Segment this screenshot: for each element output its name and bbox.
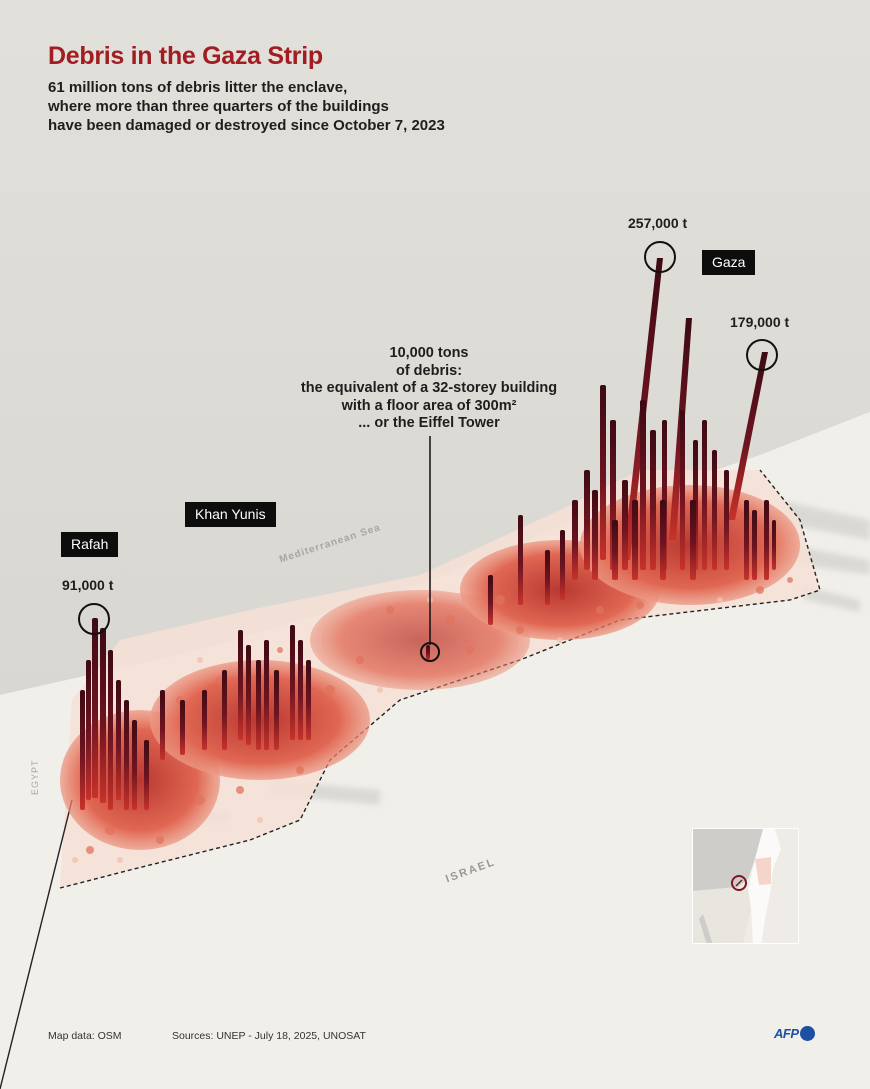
page-title: Debris in the Gaza Strip bbox=[48, 42, 323, 70]
sources-credit: Sources: UNEP - July 18, 2025, UNOSAT bbox=[172, 1030, 366, 1042]
subtitle: 61 million tons of debris litter the enc… bbox=[48, 78, 445, 135]
city-label-gaza: Gaza bbox=[702, 250, 756, 275]
annotation-line: of debris: bbox=[395, 362, 463, 379]
egypt-label: EGYPT bbox=[30, 759, 40, 795]
reference-annotation: 10,000 tons of debris: the equivalent of… bbox=[272, 345, 586, 433]
debris-bars-rafah bbox=[80, 618, 149, 810]
afp-logo: AFP bbox=[774, 1026, 815, 1041]
map-data-credit: Map data: OSM bbox=[48, 1030, 122, 1042]
inset-locator-map bbox=[692, 828, 799, 944]
annotation-line: ... or the Eiffel Tower bbox=[358, 415, 500, 431]
subtitle-line: where more than three quarters of the bu… bbox=[48, 98, 389, 115]
annotation-line: 10,000 tons bbox=[389, 345, 469, 361]
peak-value-gaza-ne: 179,000 t bbox=[730, 314, 790, 330]
city-label-khan-yunis: Khan Yunis bbox=[185, 502, 276, 527]
annotation-line: the equivalent of a 32-storey building bbox=[300, 380, 558, 396]
city-label-rafah: Rafah bbox=[61, 532, 119, 557]
inset-location-circle bbox=[731, 875, 747, 891]
subtitle-line: have been damaged or destroyed since Oct… bbox=[48, 117, 445, 134]
peak-value-rafah: 91,000 t bbox=[62, 577, 114, 593]
afp-logo-text: AFP bbox=[774, 1026, 799, 1041]
debris-bars-gaza bbox=[572, 258, 776, 580]
inset-map-graphic bbox=[693, 829, 798, 943]
annotation-line: with a floor area of 300m² bbox=[341, 397, 517, 414]
debris-bars-middle bbox=[426, 515, 565, 660]
egypt-border-line bbox=[0, 799, 73, 1089]
subtitle-line: 61 million tons of debris litter the enc… bbox=[48, 79, 348, 96]
afp-logo-dot-icon bbox=[799, 1026, 815, 1041]
debris-bars-khan-yunis bbox=[160, 625, 311, 760]
peak-value-gaza: 257,000 t bbox=[628, 215, 688, 231]
